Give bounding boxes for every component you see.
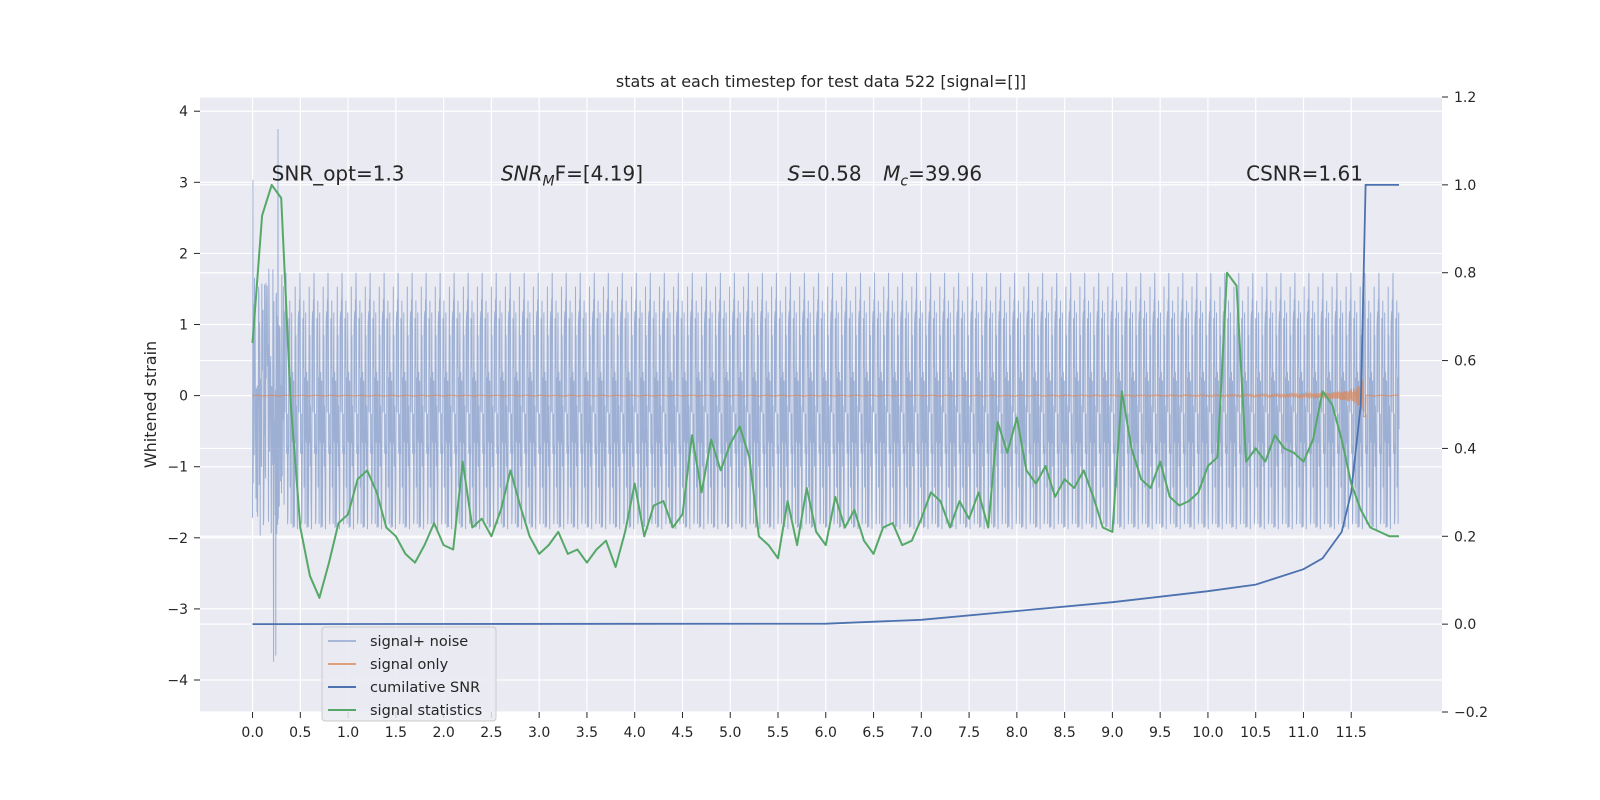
x-tick-label: 0.0 [241,725,263,741]
y-tick-label: 4 [179,104,188,120]
y2-tick-label: 0.0 [1454,617,1476,633]
y2-tick-label: 0.6 [1454,354,1476,370]
series-signal-plus-noise [252,128,1400,662]
x-tick-label: 7.5 [958,725,980,741]
y-tick-label: −2 [167,531,188,547]
x-tick-label: 6.0 [815,725,837,741]
y-tick-label: 3 [179,175,188,191]
legend-entry: cumilative SNR [370,680,480,696]
y-tick-label: 1 [179,318,188,334]
x-tick-label: 10.5 [1240,725,1271,741]
annotation: CSNR=1.61 [1246,161,1363,185]
x-tick-label: 3.0 [528,725,550,741]
x-tick-label: 8.0 [1006,725,1028,741]
legend-entry: signal statistics [370,703,482,719]
y2-tick-label: 0.2 [1454,529,1476,545]
annotation: Mc=39.96 [883,161,982,189]
annotation: S=0.58 [788,161,862,185]
legend-box [321,626,497,722]
x-tick-label: 8.5 [1053,725,1075,741]
x-tick-label: 2.5 [480,725,502,741]
annotations: SNR_opt=1.3 SNRMF=[4.19] S=0.58 Mc=39.96 CSN… [272,161,1363,189]
x-tick-label: 11.5 [1336,725,1367,741]
x-tick-label: 4.5 [671,725,693,741]
x-tick-label: 3.5 [576,725,598,741]
legend-entry: signal only [370,657,449,673]
y2-tick-label: 0.8 [1454,266,1476,282]
series-signal-only [252,379,1400,418]
y2-tick-label: 1.2 [1454,90,1476,106]
annotation: SNRMF=[4.19] [501,161,643,189]
x-tick-label: 4.0 [624,725,646,741]
x-tick-label: 5.0 [719,725,741,741]
y2-tick-label: −0.2 [1454,705,1488,721]
y2-tick-label: 1.0 [1454,178,1476,194]
x-tick-label: 0.5 [289,725,311,741]
annotation: SNR_opt=1.3 [272,161,405,185]
y2-tick-label: 0.4 [1454,441,1476,457]
series-signal-statistics [251,183,1399,599]
x-tick-label: 1.0 [337,725,359,741]
x-tick-label: 9.0 [1101,725,1123,741]
x-tick-label: 11.0 [1288,725,1319,741]
x-tick-label: 7.0 [910,725,932,741]
legend-entry: signal+ noise [370,634,468,650]
y-tick-label: −1 [167,460,188,476]
y-tick-label: 2 [179,246,188,262]
chart-title: stats at each timestep for test data 522… [616,72,1026,91]
y-tick-label: −3 [167,602,188,618]
x-tick-label: 2.0 [432,725,454,741]
x-tick-label: 1.5 [385,725,407,741]
legend: signal+ noise signal only cumilative SNR si… [321,626,497,722]
x-tick-label: 9.5 [1149,725,1171,741]
y-axis-left: 4 3 2 1 0 −1 −2 −3 −4 [167,104,200,689]
x-tick-label: 5.5 [767,725,789,741]
x-tick-label: 6.5 [862,725,884,741]
x-axis: 0.0 0.5 1.0 1.5 2.0 2.5 3.0 3.5 4.0 4.5 5.0 5.5 6.0 6… [241,712,1367,741]
plot-area [251,128,1400,662]
y-tick-label: 0 [179,389,188,405]
y-tick-label: −4 [167,673,188,689]
y-axis-label: Whitened strain [141,341,160,468]
y-axis-right: 1.2 1.0 0.8 0.6 0.4 0.2 0.0 −0.2 [1442,90,1488,721]
x-tick-label: 10.0 [1192,725,1223,741]
series-cumulative-snr [252,184,1399,625]
